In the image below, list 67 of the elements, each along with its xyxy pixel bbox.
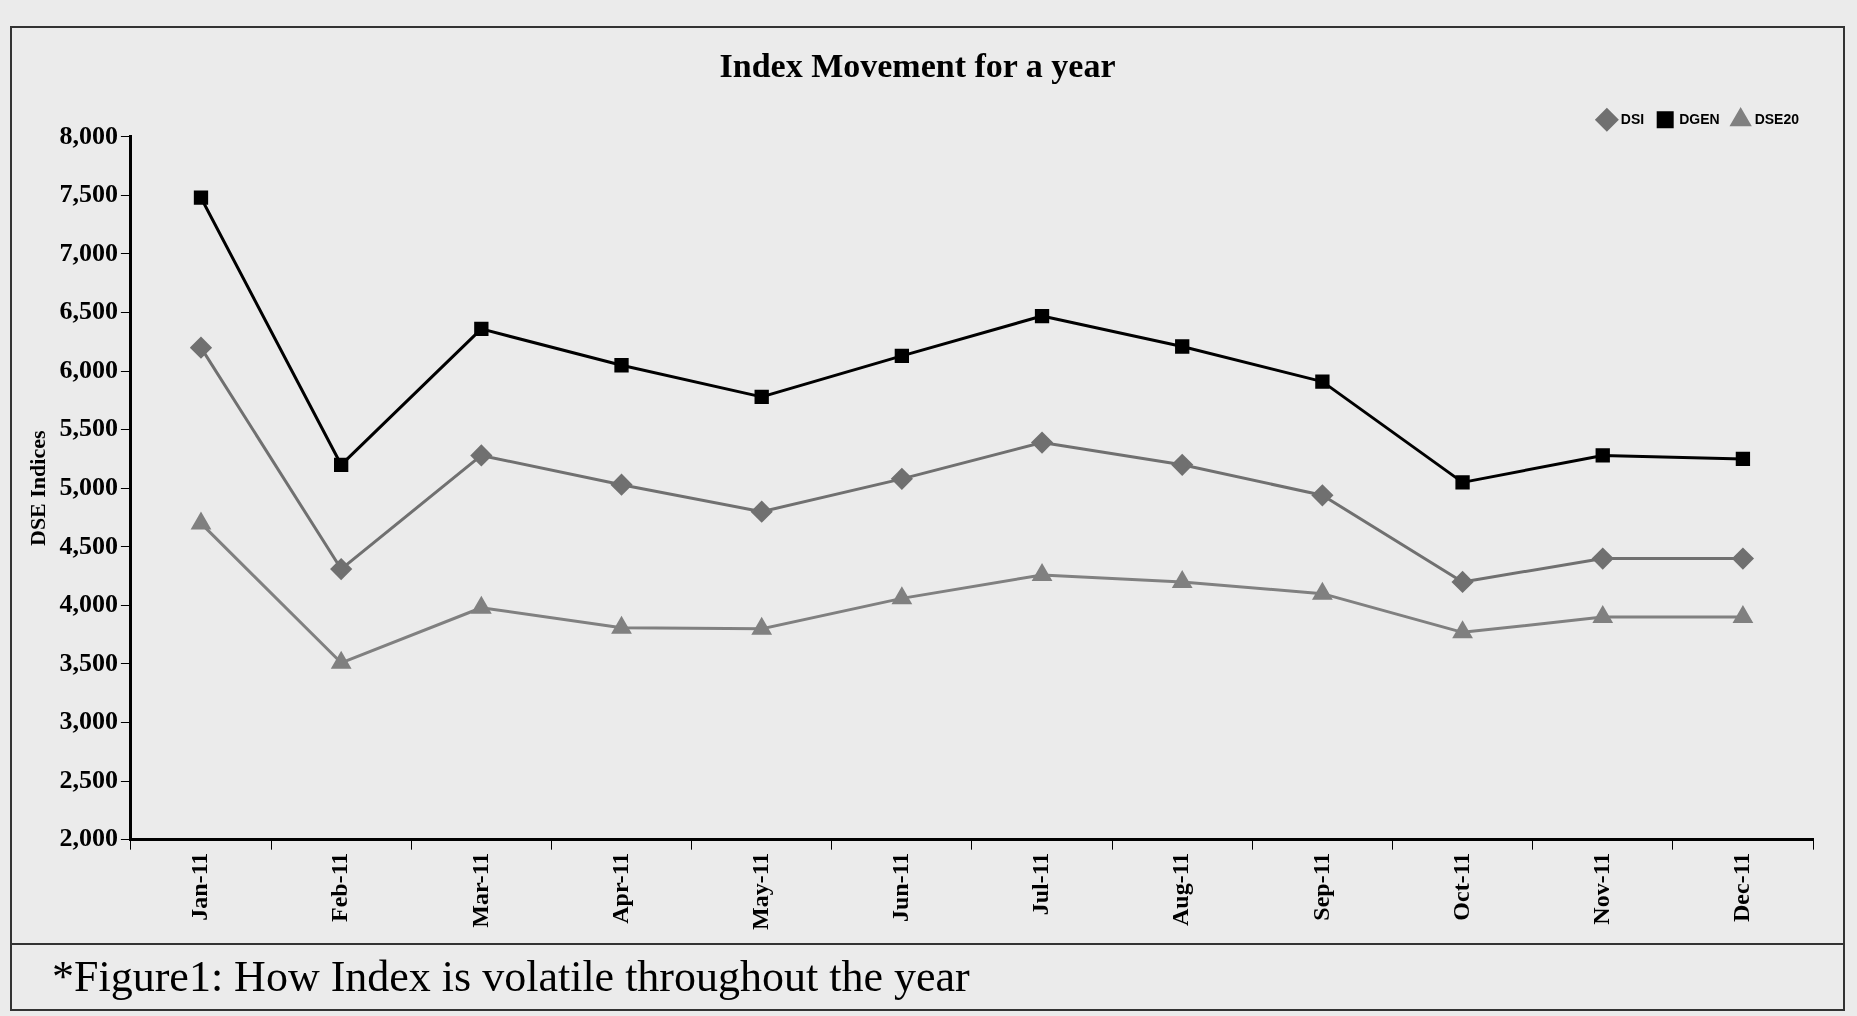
x-tick-label: May-11 xyxy=(746,852,773,931)
point xyxy=(330,558,352,580)
point xyxy=(892,587,912,605)
point xyxy=(1171,454,1193,476)
point xyxy=(190,337,212,359)
chart-title: Index Movement for a year xyxy=(719,47,1116,85)
point xyxy=(1032,564,1052,581)
point xyxy=(1593,606,1613,624)
point xyxy=(751,501,773,523)
legend-label: DSI xyxy=(1620,110,1645,127)
legend-label: DGEN xyxy=(1679,110,1720,127)
y-tick-label: 8,000 xyxy=(59,120,118,150)
point xyxy=(611,474,633,496)
point xyxy=(1315,374,1330,389)
x-tick-label: Sep-11 xyxy=(1307,852,1334,921)
point xyxy=(1031,432,1053,454)
y-tick-label: 3,000 xyxy=(59,706,118,736)
point xyxy=(1453,621,1472,639)
x-tick-label: Jun-11 xyxy=(887,852,914,923)
x-tick-label: Apr-11 xyxy=(606,852,633,924)
point xyxy=(1455,475,1470,490)
y-tick-label: 6,000 xyxy=(59,354,118,384)
x-tick-label: Dec-11 xyxy=(1728,852,1755,922)
point xyxy=(1735,451,1751,467)
y-tick-label: 4,500 xyxy=(59,530,118,560)
point xyxy=(894,348,910,364)
y-tick-label: 7,500 xyxy=(59,179,118,209)
x-tick-label: Mar-11 xyxy=(466,852,493,928)
x-tick-label: Jul-11 xyxy=(1027,852,1054,916)
point xyxy=(191,512,211,530)
y-tick-label: 3,500 xyxy=(59,647,118,677)
y-tick-label: 5,500 xyxy=(59,413,118,443)
point xyxy=(752,618,771,635)
x-tick-label: Oct-11 xyxy=(1447,852,1474,921)
text: *Figure1: How Index is volatile throughout the year xyxy=(52,951,971,1002)
x-tick-label: Nov-11 xyxy=(1587,852,1614,925)
point xyxy=(470,444,492,466)
point xyxy=(1172,571,1192,588)
y-tick-label: 7,000 xyxy=(59,237,118,267)
y-tick-label: 6,500 xyxy=(59,296,118,326)
y-axis-title: DSE Indices xyxy=(24,430,50,547)
y-tick-label: 2,000 xyxy=(59,823,118,853)
point xyxy=(1034,308,1050,324)
x-tick-label: Aug-11 xyxy=(1167,852,1194,927)
point xyxy=(754,389,769,405)
point xyxy=(1592,548,1614,570)
point xyxy=(1732,548,1754,570)
point xyxy=(472,597,491,614)
point xyxy=(334,457,349,472)
x-tick-label: Feb-11 xyxy=(326,852,353,923)
point xyxy=(1452,571,1474,593)
point xyxy=(193,190,209,205)
y-tick-label: 5,000 xyxy=(59,471,118,501)
y-tick-label: 4,000 xyxy=(59,589,118,619)
x-tick-label: Jan-11 xyxy=(186,852,213,921)
legend-label: DSE20 xyxy=(1754,110,1800,127)
point xyxy=(612,617,631,634)
y-tick-label: 2,500 xyxy=(59,764,118,794)
point xyxy=(331,652,351,669)
point xyxy=(1311,484,1333,506)
point xyxy=(474,321,489,337)
point xyxy=(1175,339,1190,354)
point xyxy=(1313,583,1332,600)
point xyxy=(1595,448,1610,463)
point xyxy=(1733,606,1753,624)
point xyxy=(891,468,913,490)
point xyxy=(614,358,629,373)
